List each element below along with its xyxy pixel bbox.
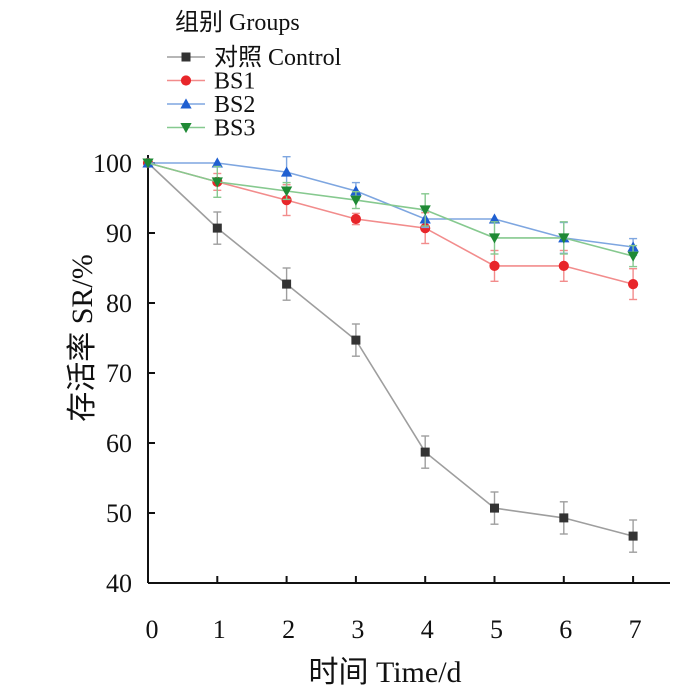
data-point — [628, 531, 638, 541]
y-tick-label: 50 — [106, 499, 132, 528]
legend-label: BS2 — [214, 92, 255, 118]
data-point — [211, 157, 223, 168]
y-axis-title: 存活率 SR/% — [66, 254, 99, 422]
data-point — [558, 260, 569, 271]
legend-marker — [180, 123, 192, 134]
y-tick-label: 40 — [106, 569, 132, 598]
series-line — [147, 162, 634, 257]
x-axis-title: 时间 Time/d — [308, 656, 461, 689]
data-point — [211, 177, 223, 188]
data-point — [350, 213, 361, 225]
legend-label: 对照 Control — [214, 44, 342, 71]
y-tick-label: 60 — [106, 429, 132, 458]
x-tick-label: 2 — [282, 615, 295, 644]
data-point — [489, 260, 500, 271]
data-point — [488, 233, 501, 244]
x-tick-label: 6 — [559, 615, 572, 644]
y-tick-label: 70 — [106, 359, 132, 388]
data-point — [142, 158, 154, 169]
x-tick-label: 0 — [146, 615, 159, 644]
data-point — [420, 447, 430, 457]
x-tick-label: 5 — [490, 615, 503, 644]
data-point — [280, 166, 293, 177]
data-point — [419, 205, 431, 216]
plot-area: 40 50 60 70 80 90 100 0 1 2 3 4 5 6 7 — [93, 149, 670, 644]
legend-label: BS3 — [214, 116, 255, 142]
x-tick-label: 3 — [351, 615, 364, 644]
data-point — [490, 503, 499, 513]
x-tick-label: 7 — [629, 615, 642, 644]
x-tick-label: 1 — [213, 615, 226, 644]
data-point — [558, 233, 570, 244]
legend-marker — [180, 98, 192, 109]
legend-title: 组别 Groups — [175, 9, 300, 36]
data-point — [350, 185, 362, 196]
data-point — [628, 279, 639, 290]
series-BS3 — [142, 158, 639, 268]
series-对照 Control — [143, 158, 638, 553]
data-point — [488, 213, 501, 224]
y-tick-label: 100 — [93, 149, 132, 178]
data-point — [351, 335, 361, 345]
x-tick-label: 4 — [421, 615, 434, 644]
legend-marker — [181, 52, 191, 62]
data-point — [559, 513, 569, 523]
legend-label: BS1 — [214, 69, 255, 95]
data-point — [350, 195, 362, 206]
series-line — [147, 162, 634, 537]
y-tick-label: 90 — [106, 219, 132, 248]
data-point — [281, 195, 292, 206]
data-point — [280, 186, 293, 197]
data-point — [212, 223, 222, 233]
data-point — [282, 279, 292, 289]
legend-marker — [180, 75, 192, 86]
series-line — [147, 162, 634, 285]
data-point — [627, 251, 639, 262]
y-tick-label: 80 — [106, 289, 132, 318]
